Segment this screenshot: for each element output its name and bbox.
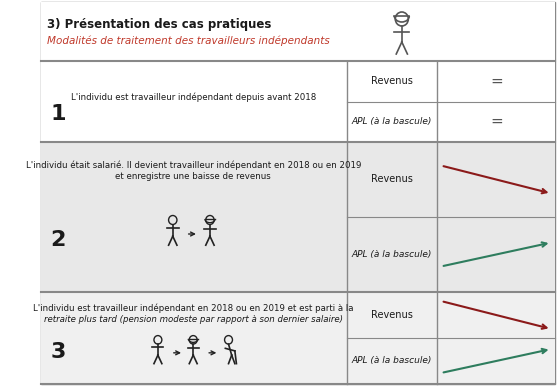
Text: 1: 1 (51, 104, 66, 124)
Text: L'individu était salarié. Il devient travailleur indépendant en 2018 ou en 2019: L'individu était salarié. Il devient tra… (26, 160, 361, 169)
Text: retraite plus tard (pension modeste par rapport à son dernier salaire): retraite plus tard (pension modeste par … (43, 315, 343, 324)
Text: L'individu est travailleur indépendant depuis avant 2018: L'individu est travailleur indépendant d… (71, 93, 316, 102)
Text: =: = (491, 74, 504, 89)
Bar (41, 2, 555, 61)
Text: APL (à la bascule): APL (à la bascule) (352, 117, 432, 126)
Text: et enregistre une baisse de revenus: et enregistre une baisse de revenus (115, 172, 271, 181)
Text: Revenus: Revenus (371, 174, 413, 185)
Text: Revenus: Revenus (371, 310, 413, 320)
Text: L'individu est travailleur indépendant en 2018 ou en 2019 et est parti à la: L'individu est travailleur indépendant e… (33, 303, 354, 313)
Text: APL (à la bascule): APL (à la bascule) (352, 357, 432, 366)
Text: =: = (491, 114, 504, 129)
Bar (41, 61, 555, 142)
Bar (41, 142, 555, 292)
Bar (41, 292, 555, 384)
Text: Revenus: Revenus (371, 76, 413, 86)
Text: 3: 3 (51, 342, 66, 362)
Text: Modalités de traitement des travailleurs indépendants: Modalités de traitement des travailleurs… (47, 36, 330, 46)
Text: APL (à la bascule): APL (à la bascule) (352, 250, 432, 259)
Text: 3) Présentation des cas pratiques: 3) Présentation des cas pratiques (47, 18, 271, 31)
Text: 2: 2 (51, 230, 66, 249)
